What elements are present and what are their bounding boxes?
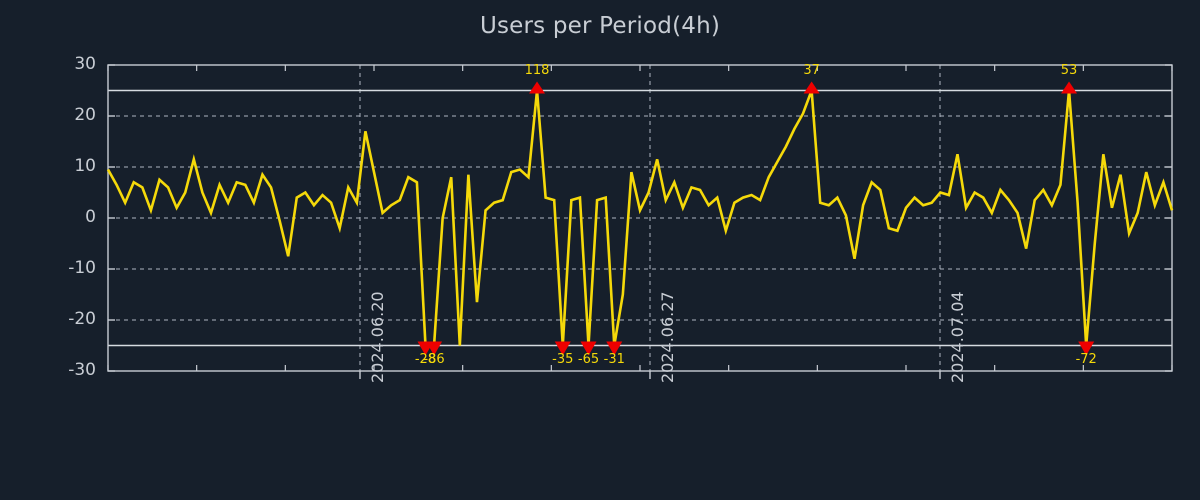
y-axis-tick-label: -30 <box>68 360 96 380</box>
y-axis-tick-label: 0 <box>85 207 96 227</box>
annotation-label: 37 <box>803 62 820 78</box>
y-axis-tick-label: -10 <box>68 258 96 278</box>
annotation-label: -65 <box>577 351 600 367</box>
page-title: Users per Period(4h) <box>479 13 721 39</box>
grid-lines <box>108 65 1172 371</box>
y-axis-tick-label: 30 <box>74 54 96 74</box>
annotation-label: -72 <box>1075 351 1097 367</box>
annotation-label: -28 <box>414 351 437 367</box>
annotation-label: -35 <box>552 351 574 367</box>
y-axis-tick-label: 20 <box>74 105 96 125</box>
outlier-marker <box>1078 341 1095 356</box>
clip-threshold-lines <box>108 89 1172 347</box>
annotation-label: 53 <box>1060 62 1078 78</box>
annotation-label: -86 <box>423 351 445 367</box>
outlier-marker <box>803 81 820 94</box>
annotation-label: -31 <box>603 351 625 367</box>
x-axis-tick-label: 2024.06.20 <box>368 291 387 383</box>
axis-ticks <box>107 64 1173 379</box>
outlier-marker <box>606 341 623 356</box>
x-axis-tick-label: 2024.06.27 <box>658 291 677 383</box>
y-axis-tick-label: -20 <box>68 309 96 329</box>
outlier-marker <box>426 341 443 356</box>
y-axis-tick-label: 10 <box>74 156 96 176</box>
outlier-markers <box>417 81 1095 356</box>
outlier-marker <box>1061 81 1078 94</box>
x-axis-tick-label: 2024.07.04 <box>948 291 967 383</box>
annotation-label: 118 <box>524 62 550 78</box>
outlier-marker <box>580 341 597 356</box>
data-series-line <box>106 90 1174 347</box>
outlier-marker <box>554 341 571 356</box>
outlier-marker <box>529 81 546 94</box>
